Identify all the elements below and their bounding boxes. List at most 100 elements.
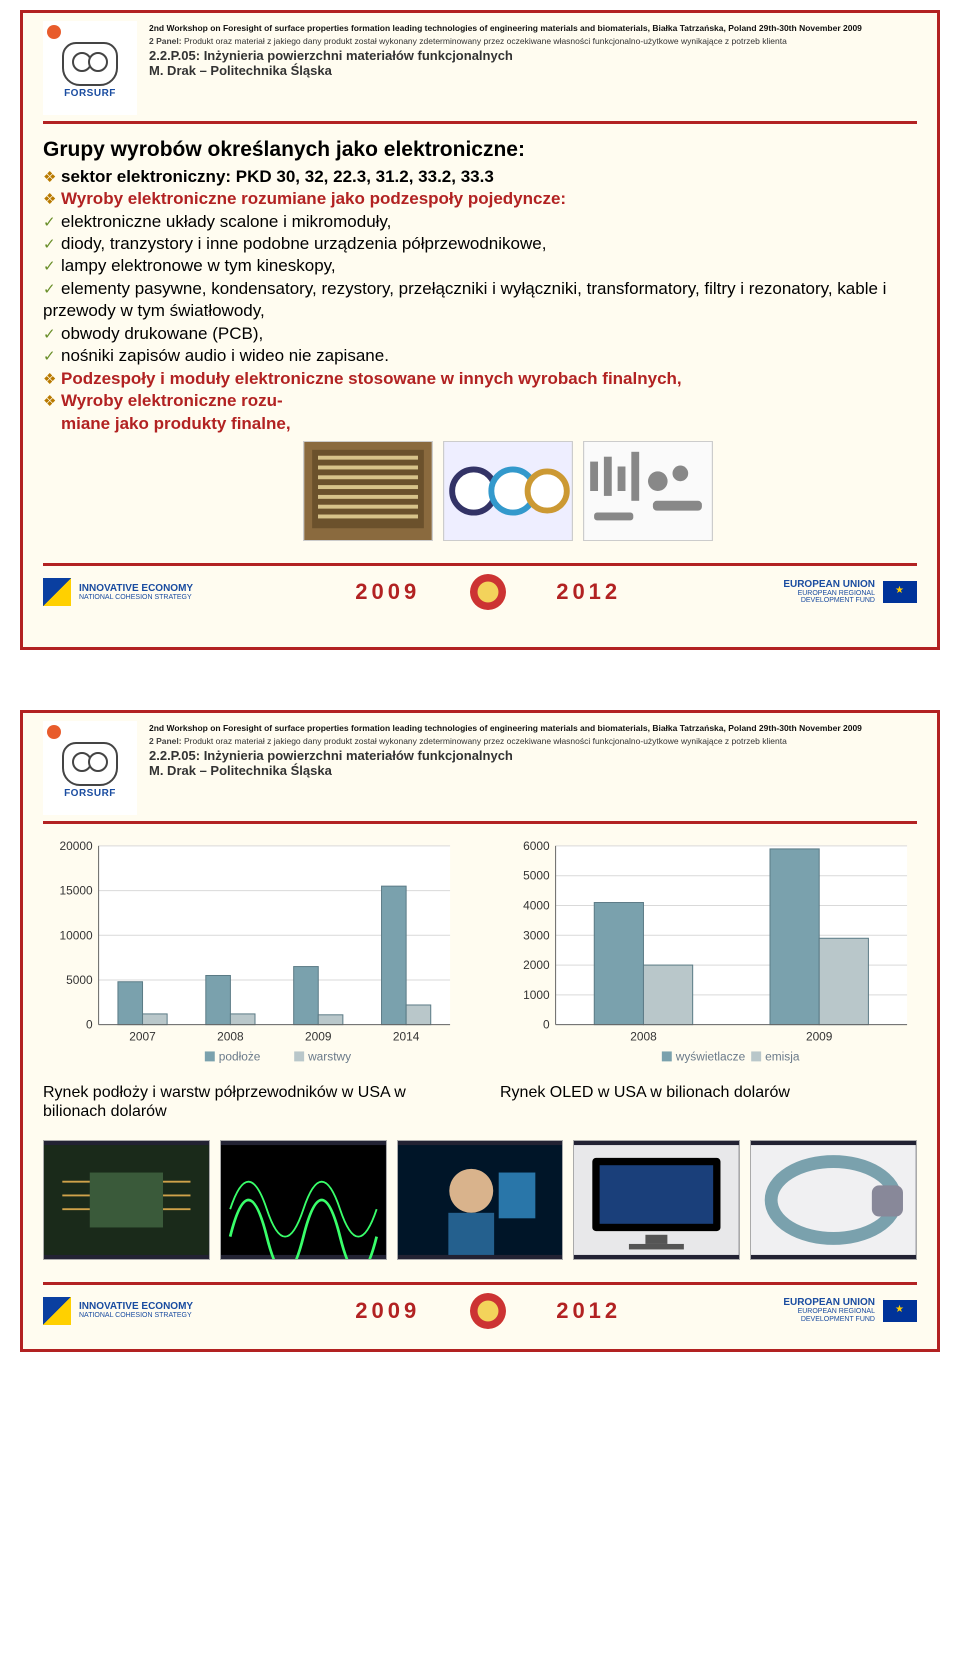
line-podzespoly: ❖Podzespoły i moduły elektroniczne stoso…	[43, 368, 917, 390]
svg-text:20000: 20000	[60, 839, 93, 853]
line-produkty-finalne-b: miane jako produkty finalne,	[61, 413, 917, 435]
workshop-title: 2nd Workshop on Foresight of surface pro…	[149, 23, 917, 33]
footer-left: INNOVATIVE ECONOMY NATIONAL COHESION STR…	[43, 578, 193, 606]
owl-icon	[62, 42, 118, 86]
svg-text:warstwy: warstwy	[307, 1049, 351, 1063]
footer-right-1: EUROPEAN UNION	[783, 1297, 875, 1308]
svg-text:podłoże: podłoże	[219, 1049, 261, 1063]
panel-line: 2 Panel: Produkt oraz materiał z jakiego…	[149, 736, 917, 746]
footer-right-3: DEVELOPMENT FUND	[783, 597, 875, 605]
svg-text:1000: 1000	[523, 988, 550, 1002]
chart-2-caption: Rynek OLED w USA w bilionach dolarów	[500, 1083, 917, 1102]
line-lampy: ✓lampy elektronowe w tym kineskopy,	[43, 255, 917, 277]
crest-icon	[470, 574, 506, 610]
product-images	[303, 441, 917, 541]
footer-right-2: EUROPEAN REGIONAL	[783, 590, 875, 598]
project-code: 2.2.P.05: Inżynieria powierzchni materia…	[149, 48, 917, 63]
thumb-cables	[443, 441, 573, 541]
year-2: 2012	[556, 579, 621, 605]
logo-text: FORSURF	[64, 788, 116, 799]
thumb-strap	[750, 1140, 917, 1260]
year-2: 2012	[556, 1298, 621, 1324]
chart-1-caption: Rynek podłoży i warstw półprzewodników w…	[43, 1083, 460, 1121]
svg-text:2007: 2007	[129, 1030, 156, 1044]
header-texts: 2nd Workshop on Foresight of surface pro…	[149, 21, 917, 115]
ie-flag-icon	[43, 578, 71, 606]
svg-text:0: 0	[86, 1018, 93, 1032]
svg-text:2014: 2014	[393, 1030, 420, 1044]
line-diody: ✓diody, tranzystory i inne podobne urząd…	[43, 233, 917, 255]
ie-flag-icon	[43, 1297, 71, 1325]
chart-2-box: 0 1000 2000 3000 4000 5000 6000 2008 2009 wyświet…	[500, 836, 917, 1122]
footer-years: 2009 2012	[355, 1293, 621, 1329]
footer-left-2: NATIONAL COHESION STRATEGY	[79, 1312, 193, 1320]
line-elementy: ✓elementy pasywne, kondensatory, rezysto…	[43, 278, 917, 323]
svg-text:0: 0	[543, 1018, 550, 1032]
footer-right-3: DEVELOPMENT FUND	[783, 1316, 875, 1324]
eu-flag-icon	[883, 1300, 917, 1322]
bottom-images	[43, 1140, 917, 1260]
svg-text:10000: 10000	[60, 928, 93, 942]
svg-text:3000: 3000	[523, 928, 550, 942]
year-1: 2009	[355, 579, 420, 605]
author: M. Drak – Politechnika Śląska	[149, 763, 917, 778]
svg-text:2009: 2009	[305, 1030, 332, 1044]
forsurf-logo: FORSURF	[43, 21, 137, 115]
svg-text:2009: 2009	[806, 1030, 833, 1044]
svg-text:5000: 5000	[523, 869, 550, 883]
svg-text:emisja: emisja	[765, 1049, 800, 1063]
footer-right: EUROPEAN UNION EUROPEAN REGIONAL DEVELOP…	[783, 579, 917, 605]
footer-years: 2009 2012	[355, 574, 621, 610]
owl-icon	[62, 742, 118, 786]
eu-flag-icon	[883, 581, 917, 603]
workshop-title: 2nd Workshop on Foresight of surface pro…	[149, 723, 917, 733]
svg-text:5000: 5000	[66, 973, 93, 987]
line-pcb: ✓obwody drukowane (PCB),	[43, 323, 917, 345]
slide-1: FORSURF 2nd Workshop on Foresight of sur…	[20, 10, 940, 650]
svg-text:2000: 2000	[523, 958, 550, 972]
footer-left-2: NATIONAL COHESION STRATEGY	[79, 594, 193, 602]
thumb-fasteners	[583, 441, 713, 541]
svg-text:2008: 2008	[630, 1030, 657, 1044]
footer-left-1: INNOVATIVE ECONOMY	[79, 1301, 193, 1312]
footer-right-1: EUROPEAN UNION	[783, 579, 875, 590]
svg-text:15000: 15000	[60, 884, 93, 898]
crest-icon	[470, 1293, 506, 1329]
footer-right: EUROPEAN UNION EUROPEAN REGIONAL DEVELOP…	[783, 1297, 917, 1323]
thumb-person	[397, 1140, 564, 1260]
slide1-content: Grupy wyrobów określanych jako elektroni…	[43, 136, 917, 541]
year-1: 2009	[355, 1298, 420, 1324]
panel-line: 2 Panel: Produkt oraz materiał z jakiego…	[149, 36, 917, 46]
thumb-pcb	[303, 441, 433, 541]
slide-2: FORSURF 2nd Workshop on Foresight of sur…	[20, 710, 940, 1352]
chart-1-box: 0 5000 10000 15000 20000 2007 2008 2009 2014 podł…	[43, 836, 460, 1122]
svg-text:4000: 4000	[523, 898, 550, 912]
header: FORSURF 2nd Workshop on Foresight of sur…	[43, 721, 917, 815]
svg-text:wyświetlacze: wyświetlacze	[675, 1049, 746, 1063]
chart-1: 0 5000 10000 15000 20000 2007 2008 2009 2014 podł…	[43, 836, 460, 1074]
footer-left: INNOVATIVE ECONOMY NATIONAL COHESION STR…	[43, 1297, 193, 1325]
svg-text:2008: 2008	[217, 1030, 244, 1044]
author: M. Drak – Politechnika Śląska	[149, 63, 917, 78]
charts: 050001000015000200002007200820092014podł…	[43, 836, 917, 1122]
footer-right-2: EUROPEAN REGIONAL	[783, 1308, 875, 1316]
slide1-title: Grupy wyrobów określanych jako elektroni…	[43, 136, 917, 164]
header-rule	[43, 821, 917, 824]
footer: INNOVATIVE ECONOMY NATIONAL COHESION STR…	[43, 1282, 917, 1329]
thumb-monitor	[573, 1140, 740, 1260]
line-wyroby-podz: ❖Wyroby elektroniczne rozumiane jako pod…	[43, 188, 917, 210]
line-sektor: ❖sektor elektroniczny: PKD 30, 32, 22.3,…	[43, 166, 917, 188]
line-uklady: ✓elektroniczne układy scalone i mikromod…	[43, 211, 917, 233]
thumb-wave	[220, 1140, 387, 1260]
footer: INNOVATIVE ECONOMY NATIONAL COHESION STR…	[43, 563, 917, 610]
svg-text:6000: 6000	[523, 839, 550, 853]
chart-2: 0 1000 2000 3000 4000 5000 6000 2008 2009 wyświet…	[500, 836, 917, 1074]
footer-left-1: INNOVATIVE ECONOMY	[79, 583, 193, 594]
line-nosniki: ✓nośniki zapisów audio i wideo nie zapis…	[43, 345, 917, 367]
line-produkty-finalne-a: ❖Wyroby elektroniczne rozu-	[43, 390, 917, 412]
forsurf-logo: FORSURF	[43, 721, 137, 815]
logo-text: FORSURF	[64, 88, 116, 99]
thumb-chip	[43, 1140, 210, 1260]
header: FORSURF 2nd Workshop on Foresight of sur…	[43, 21, 917, 115]
header-texts: 2nd Workshop on Foresight of surface pro…	[149, 721, 917, 815]
